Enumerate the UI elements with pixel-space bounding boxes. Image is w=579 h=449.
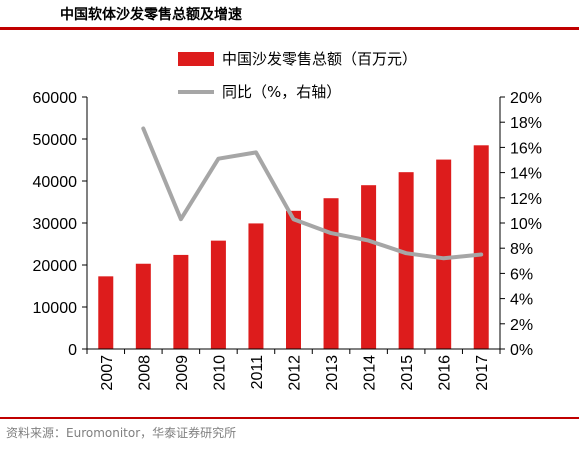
- bar-2008: [135, 263, 151, 349]
- x-tick-label: 2015: [399, 355, 416, 391]
- left-tick-label: 20000: [33, 258, 78, 275]
- left-tick-label: 40000: [33, 174, 78, 191]
- bar-2017: [473, 145, 489, 349]
- x-tick-label: 2011: [249, 355, 266, 390]
- bar-2013: [323, 198, 339, 349]
- x-tick-label: 2014: [362, 355, 379, 391]
- bar-2011: [248, 223, 264, 349]
- x-tick-label: 2013: [324, 355, 341, 391]
- bar-series: [98, 145, 489, 349]
- right-tick-label: 8%: [510, 241, 533, 258]
- legend: 中国沙发零售总额（百万元） 同比（%，右轴）: [178, 50, 417, 101]
- right-tick-label: 14%: [510, 166, 542, 183]
- right-tick-label: 16%: [510, 140, 542, 157]
- chart-title: 中国软体沙发零售总额及增速: [60, 7, 242, 23]
- x-tick-label: 2010: [211, 355, 228, 391]
- left-tick-label: 50000: [33, 132, 78, 149]
- left-tick-label: 10000: [33, 300, 78, 317]
- growth-line: [141, 126, 484, 261]
- right-tick-label: 2%: [510, 317, 533, 334]
- right-tick-label: 0%: [510, 342, 533, 359]
- x-tick-label: 2008: [136, 355, 153, 391]
- x-tick-label: 2012: [287, 355, 304, 391]
- bar-2015: [398, 172, 414, 349]
- left-tick-label: 30000: [33, 216, 78, 233]
- right-tick-label: 10%: [510, 216, 542, 233]
- x-tick-label: 2009: [174, 355, 191, 391]
- bar-2012: [286, 210, 301, 349]
- right-tick-label: 6%: [510, 266, 533, 283]
- x-tick-label: 2017: [474, 355, 491, 391]
- axes: 0 10000 20000 30000 40000 50000 60000 0% 2% 4% 6% 8…: [33, 90, 543, 391]
- footer-divider: [0, 417, 579, 419]
- legend-label-bar: 中国沙发零售总额（百万元）: [222, 50, 417, 68]
- x-tick-label: 2007: [99, 355, 116, 391]
- left-tick-label: 60000: [33, 90, 78, 107]
- right-tick-label: 4%: [510, 292, 533, 309]
- growth-line-series: [141, 126, 484, 261]
- bar-2009: [173, 254, 189, 349]
- source-note: 资料来源：Euromonitor，华泰证券研究所: [6, 426, 237, 440]
- x-tick-label: 2016: [437, 355, 454, 391]
- bar-2014: [361, 185, 377, 349]
- bar-2007: [98, 276, 114, 349]
- right-tick-label: 20%: [510, 90, 542, 107]
- left-tick-label: 0: [68, 342, 77, 359]
- legend-label-line: 同比（%，右轴）: [222, 83, 341, 101]
- right-tick-label: 12%: [510, 191, 542, 208]
- bar-2016: [436, 159, 452, 349]
- title-divider: [0, 27, 579, 30]
- bar-2010: [210, 240, 226, 349]
- right-tick-label: 18%: [510, 115, 542, 132]
- legend-swatch-bar: [178, 52, 214, 66]
